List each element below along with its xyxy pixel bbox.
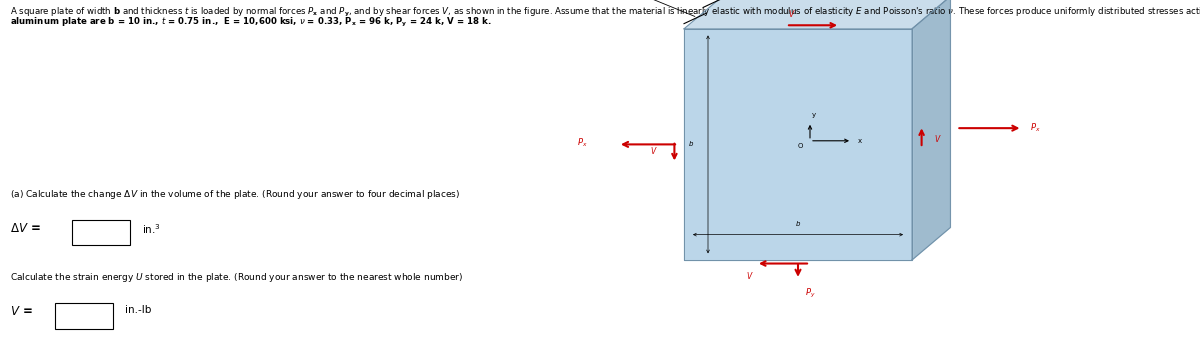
Text: $P_y$: $P_y$ xyxy=(805,287,816,300)
Text: A square plate of width $\mathbf{b}$ and thickness $\mathbf{\mathit{t}}$ is load: A square plate of width $\mathbf{b}$ and… xyxy=(10,5,1200,18)
Text: $P_x$: $P_x$ xyxy=(1030,122,1040,134)
Polygon shape xyxy=(684,0,950,29)
Text: in.-lb: in.-lb xyxy=(125,305,151,315)
Text: $V$: $V$ xyxy=(650,145,658,156)
Text: y: y xyxy=(811,112,816,118)
Text: b: b xyxy=(796,221,800,227)
Text: aluminum plate are $\mathbf{b}$ = 10 in., $\mathbf{\mathit{t}}$ = 0.75 in.,  $\m: aluminum plate are $\mathbf{b}$ = 10 in.… xyxy=(10,16,491,29)
Text: $V$: $V$ xyxy=(788,8,796,19)
Text: $P_x$: $P_x$ xyxy=(577,136,588,149)
Polygon shape xyxy=(684,29,912,260)
Text: Calculate the strain energy $U$ stored in the plate. (Round your answer to the n: Calculate the strain energy $U$ stored i… xyxy=(10,271,463,284)
Text: $V$ =: $V$ = xyxy=(10,305,32,318)
Bar xyxy=(55,303,113,329)
Text: x: x xyxy=(858,138,862,144)
Text: $t$: $t$ xyxy=(629,0,695,17)
Bar xyxy=(72,220,130,245)
Text: b: b xyxy=(689,142,694,147)
Polygon shape xyxy=(912,0,950,260)
Text: O: O xyxy=(798,143,803,149)
Text: $V$: $V$ xyxy=(746,270,754,281)
Text: (a) Calculate the change $\Delta V$ in the volume of the plate. (Round your answ: (a) Calculate the change $\Delta V$ in t… xyxy=(10,188,460,201)
Text: $V$: $V$ xyxy=(934,132,941,144)
Text: $\Delta V$ =: $\Delta V$ = xyxy=(10,222,41,235)
Text: in.$^3$: in.$^3$ xyxy=(142,222,161,236)
